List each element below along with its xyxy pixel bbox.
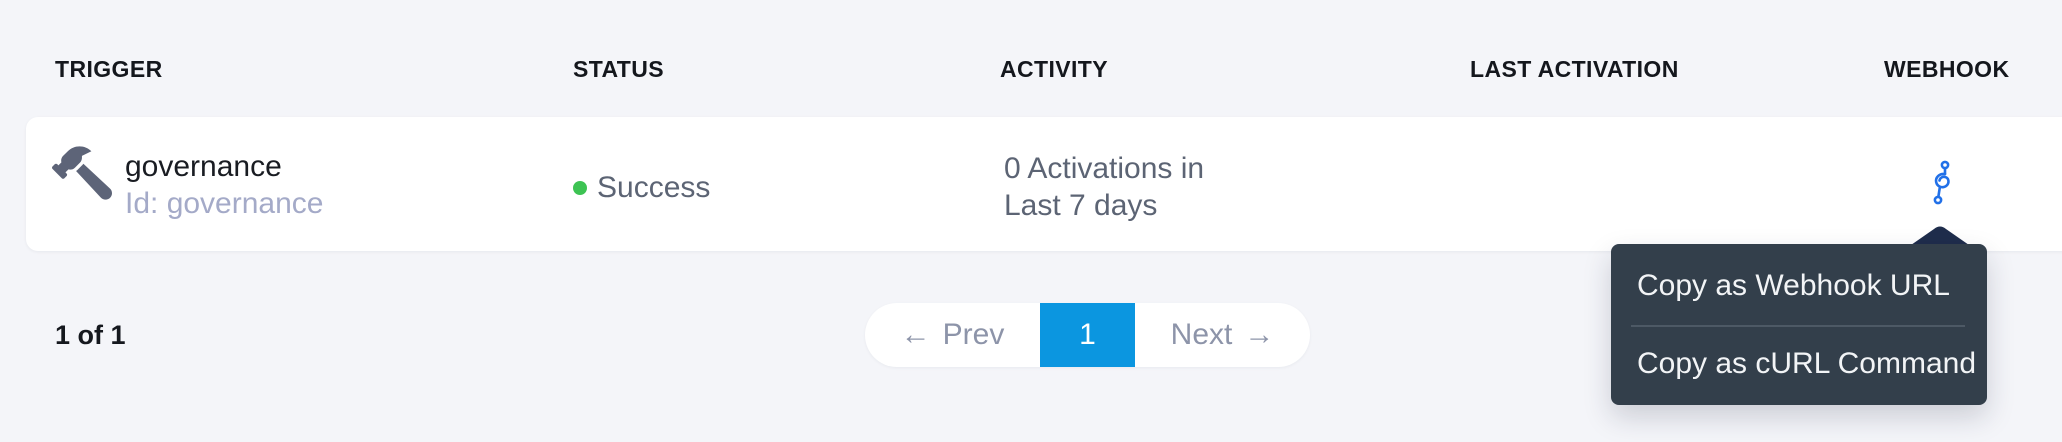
activity-line-1: 0 Activations in [1004,152,1205,185]
status-label: Success [597,171,711,204]
column-header-status: STATUS [573,56,664,82]
activity-cell: 0 Activations in Last 7 days [1004,150,1204,224]
arrow-right-icon: → [1244,318,1275,351]
next-page-label: Next [1170,318,1233,351]
prev-page-label: Prev [942,318,1005,351]
status-cell: Success [573,171,711,204]
trigger-id: Id: governance [125,187,324,220]
activity-line-2: Last 7 days [1004,189,1158,222]
arrow-left-icon: ← [900,318,931,351]
column-header-trigger: TRIGGER [55,56,163,82]
table-row[interactable]: governance Id: governance Success 0 Acti… [26,117,2062,251]
next-page-button[interactable]: Next → [1135,303,1310,367]
status-dot [573,181,587,195]
webhook-icon-button[interactable] [1920,158,1964,214]
column-header-last-activation: LAST ACTIVATION [1470,56,1679,82]
trigger-name: governance [125,150,282,183]
pagination-control: ← Prev 1 Next → [865,303,1310,367]
page-summary: 1 of 1 [55,320,126,350]
menu-caret-icon [1911,226,1969,245]
hammer-icon [52,146,112,202]
menu-item-copy-webhook-url[interactable]: Copy as Webhook URL [1637,268,1950,302]
prev-page-button[interactable]: ← Prev [865,303,1040,367]
current-page-button[interactable]: 1 [1040,303,1135,367]
column-header-activity: ACTIVITY [1000,56,1108,82]
webhook-icon [1927,160,1957,213]
menu-item-copy-curl-command[interactable]: Copy as cURL Command [1637,346,1977,380]
column-header-webhook: WEBHOOK [1884,56,2010,82]
menu-divider [1631,325,1965,327]
webhook-menu: Copy as Webhook URL Copy as cURL Command [1611,244,1987,405]
